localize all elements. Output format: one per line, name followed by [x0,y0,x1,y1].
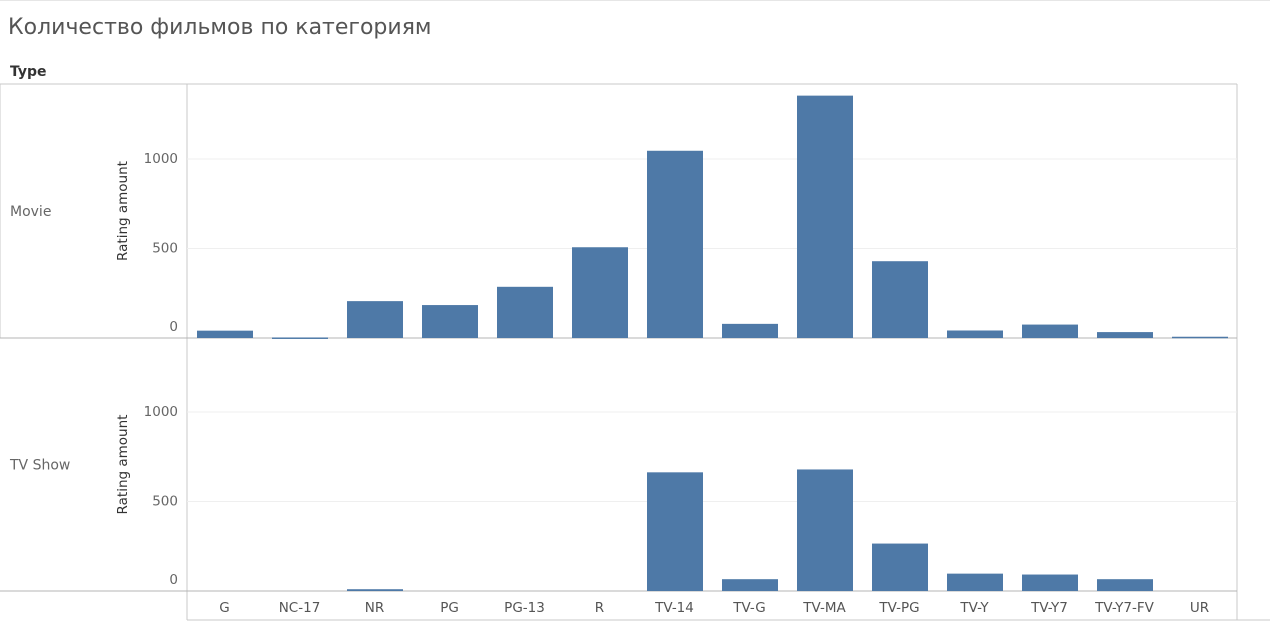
y-tick-label: 0 [169,572,178,588]
y-tick-label: 500 [152,494,178,510]
y-axis-title: Rating amount [115,161,131,261]
bar-nr [347,301,403,338]
bar-tv-y [947,573,1003,591]
x-tick-label: TV-Y7 [1030,600,1068,616]
bar-tv-ma [797,95,853,338]
x-tick-label: G [219,600,229,616]
bar-tv-g [722,323,778,338]
bar-tv-y7 [1022,324,1078,338]
bar-tv-y7 [1022,574,1078,591]
y-axis-title: Rating amount [115,415,131,515]
panel-label: Movie [10,204,51,220]
x-axis: G NC-17 NR PG PG-13 R TV-14 TV-G TV-MA TV-PG TV-Y T… [219,600,1209,616]
x-tick-label: TV-14 [654,600,694,616]
bar-tv-y7-fv [1097,332,1153,338]
y-tick-label: 1000 [144,404,178,420]
bar-tv-14 [647,472,703,591]
x-tick-label: UR [1190,600,1209,616]
panel-movie: 0 500 1000 Movie Rating amount [0,95,1237,339]
x-tick-label: PG-13 [504,600,545,616]
x-tick-label: TV-MA [802,600,846,616]
panel-label: TV Show [9,458,70,474]
y-tick-label: 0 [169,319,178,335]
x-tick-label: TV-PG [878,600,919,616]
bar-tv-g [722,579,778,591]
bar-tv-ma [797,469,853,591]
bar-ur [1172,336,1228,339]
row-header-type: Type [10,64,47,80]
bar-tv-y [947,330,1003,338]
panel-tv-show: 0 500 1000 TV Show Rating amount [0,404,1237,592]
x-tick-label: TV-Y [959,600,989,616]
x-tick-label: R [595,600,604,616]
x-tick-label: TV-G [732,600,766,616]
x-tick-label: NC-17 [279,600,321,616]
bar-pg [422,305,478,338]
bar-r [572,247,628,338]
y-tick-label: 500 [152,241,178,257]
bar-tv-pg [872,261,928,338]
bar-nc-17 [272,337,328,339]
bar-nr [347,589,403,591]
page-title: Количество фильмов по категориям [8,15,432,40]
bar-g [197,330,253,338]
bar-tv-pg [872,543,928,591]
x-tick-label: TV-Y7-FV [1094,600,1154,616]
y-tick-label: 1000 [144,151,178,167]
bar-tv-y7-fv [1097,579,1153,591]
top-rule [0,0,1270,1]
x-tick-label: NR [365,600,384,616]
x-tick-label: PG [440,600,459,616]
bar-tv-14 [647,150,703,338]
bar-pg-13 [497,286,553,338]
